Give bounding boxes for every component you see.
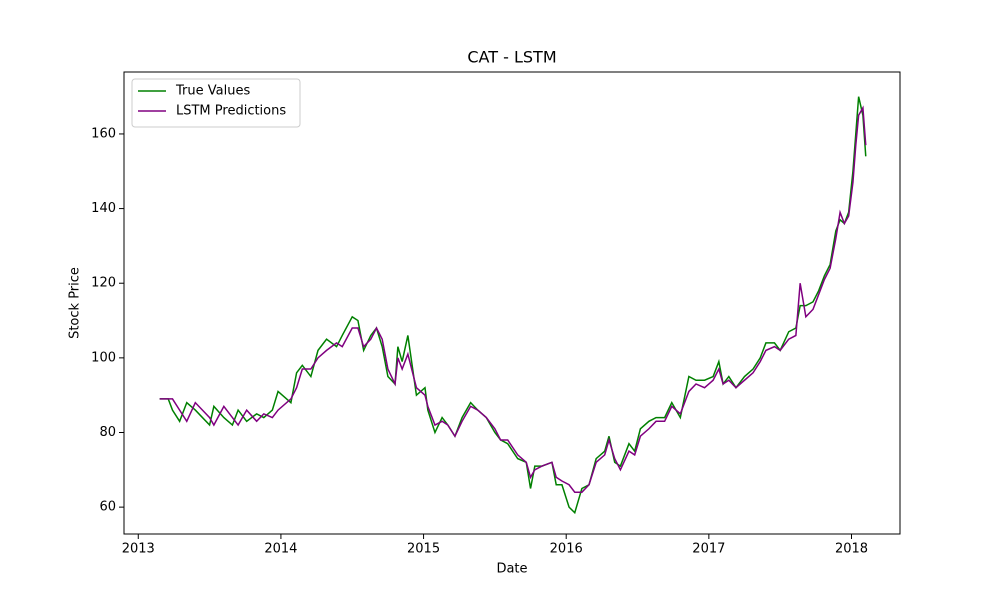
x-tick-label: 2018 bbox=[835, 542, 868, 557]
x-axis-label: Date bbox=[496, 562, 527, 577]
y-tick-label: 80 bbox=[99, 425, 116, 440]
y-axis-label: Stock Price bbox=[68, 267, 83, 339]
x-tick-label: 2013 bbox=[122, 542, 155, 557]
chart-title: CAT - LSTM bbox=[467, 48, 556, 67]
y-tick-label: 60 bbox=[99, 500, 116, 515]
x-tick-label: 2014 bbox=[264, 542, 297, 557]
y-tick-label: 120 bbox=[91, 276, 116, 291]
y-tick-label: 100 bbox=[91, 350, 116, 365]
legend-box bbox=[131, 78, 301, 128]
x-tick-label: 2017 bbox=[692, 542, 725, 557]
x-tick-label: 2015 bbox=[407, 542, 440, 557]
legend-label: LSTM Predictions bbox=[176, 104, 286, 119]
plot-frame bbox=[123, 71, 901, 535]
legend-label: True Values bbox=[175, 84, 250, 99]
line-series bbox=[159, 105, 867, 493]
line-series bbox=[159, 96, 867, 515]
x-tick-label: 2016 bbox=[550, 542, 583, 557]
y-tick-label: 160 bbox=[91, 126, 116, 141]
y-tick-label: 140 bbox=[91, 201, 116, 216]
